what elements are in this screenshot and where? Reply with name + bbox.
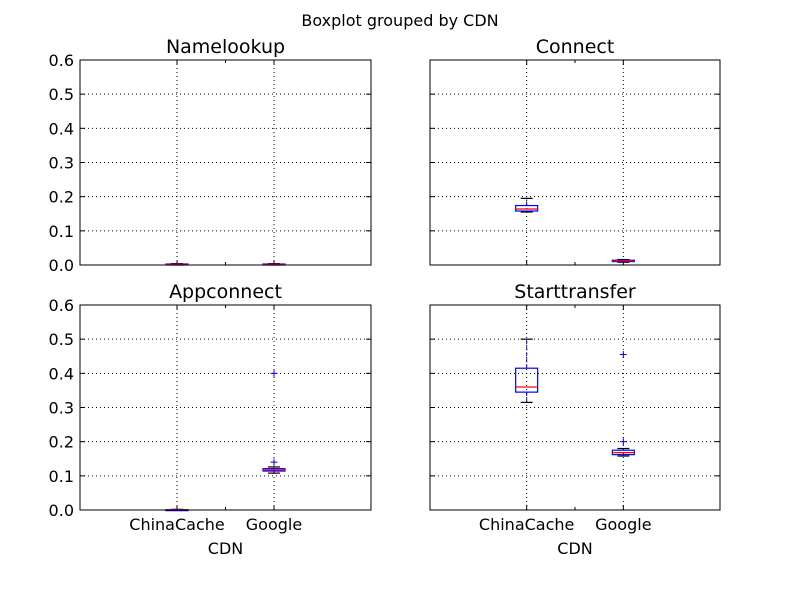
y-tick-label: 0.2 (49, 188, 74, 207)
y-tick-label: 0.0 (49, 256, 74, 275)
x-tick-label: Google (246, 515, 302, 534)
y-tick-label: 0.2 (49, 433, 74, 452)
panel-namelookup: Namelookup 0.0 0.1 0.2 0.3 0.4 0.5 0.6 (49, 36, 372, 275)
y-tick-label: 0.3 (49, 399, 74, 418)
x-tick-label: Google (595, 515, 651, 534)
x-tick-label: ChinaCache (479, 515, 574, 534)
panel-frame (79, 59, 372, 266)
box-iqr (515, 367, 539, 393)
box-google (611, 351, 635, 457)
panel-connect: Connect (429, 36, 721, 266)
box-chinacache (515, 338, 539, 403)
y-tick-label: 0.0 (49, 501, 74, 520)
panel-frame (79, 304, 372, 511)
panel-title: Connect (536, 36, 615, 58)
figure-suptitle: Boxplot grouped by CDN (301, 11, 498, 30)
box-chinacache (515, 197, 539, 213)
x-axis-label: CDN (208, 539, 243, 558)
y-tick-label: 0.4 (49, 364, 74, 383)
y-tick-label: 0.6 (49, 51, 74, 70)
y-tick-label: 0.4 (49, 119, 74, 138)
y-tick-label: 0.5 (49, 330, 74, 349)
flier-point (270, 458, 278, 466)
panel-frame (429, 304, 721, 511)
flier-point (619, 351, 627, 359)
panel-frame (429, 59, 721, 266)
y-tick-label: 0.1 (49, 222, 74, 241)
y-tick-label: 0.5 (49, 85, 74, 104)
y-tick-label: 0.1 (49, 467, 74, 486)
panels: Namelookup 0.0 0.1 0.2 0.3 0.4 0.5 0.6 Connect Ap… (49, 36, 721, 558)
panel-title: Appconnect (169, 281, 282, 303)
box-google (262, 369, 286, 474)
x-axis-label: CDN (557, 539, 592, 558)
flier-point (270, 369, 278, 377)
box-iqr (515, 204, 539, 212)
panel-title: Namelookup (166, 36, 285, 58)
flier-point (619, 438, 627, 446)
panel-title: Starttransfer (514, 281, 636, 303)
box-google (611, 258, 635, 263)
x-tick-label: ChinaCache (129, 515, 224, 534)
panel-appconnect: Appconnect 0.0 0.1 0.2 0.3 0.4 0.5 0.6 ChinaCach… (49, 281, 372, 558)
y-tick-label: 0.6 (49, 296, 74, 315)
y-tick-label: 0.3 (49, 154, 74, 173)
